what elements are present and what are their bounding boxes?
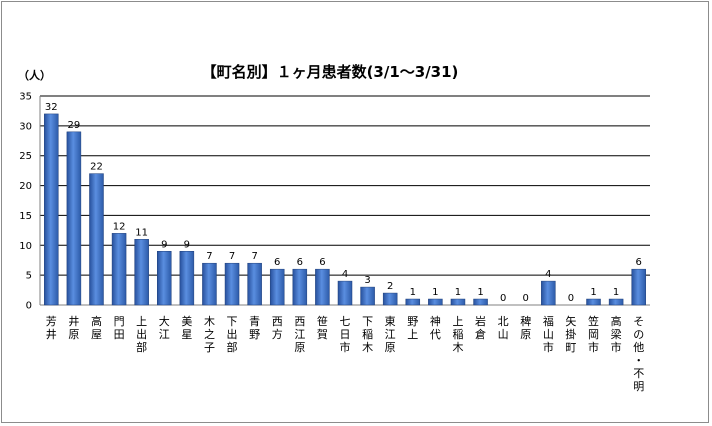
bar-value-label: 7 <box>229 251 235 262</box>
x-category-label: 大江 <box>159 314 170 341</box>
bar-value-label: 12 <box>113 221 126 232</box>
y-tick-label: 15 <box>19 211 32 222</box>
bar-value-label: 1 <box>432 287 438 298</box>
x-category-label: 笠岡市 <box>588 314 599 354</box>
bar <box>134 239 149 306</box>
x-category-label: 高屋 <box>91 314 102 341</box>
bar-value-label: 0 <box>500 293 506 304</box>
bar <box>337 280 353 306</box>
bar-value-label: 9 <box>184 239 190 250</box>
x-category-label: 下出部 <box>227 315 238 354</box>
bar <box>179 251 195 306</box>
bar <box>631 268 646 306</box>
bar-value-label: 6 <box>274 257 280 268</box>
x-category-label: 北山 <box>498 315 509 341</box>
y-tick-label: 30 <box>19 121 32 132</box>
bar <box>292 268 308 306</box>
x-category-label: 東江原 <box>385 315 396 354</box>
bar <box>608 298 624 306</box>
x-category-label: 上出部 <box>136 315 147 354</box>
bar <box>450 298 466 306</box>
bar-value-label: 6 <box>319 257 325 268</box>
x-category-label: 門田 <box>114 315 125 341</box>
x-category-label: 井原 <box>68 314 79 341</box>
bar <box>89 173 104 306</box>
x-category-label: 笹賀 <box>317 315 328 341</box>
x-category-label: 七日市 <box>340 315 351 354</box>
x-category-label: 西江原 <box>294 315 305 354</box>
y-axis-ticks: 0 5 10 15 20 25 30 35 <box>19 92 32 312</box>
bar-value-label: 3 <box>364 275 370 286</box>
x-category-label: 木之子 <box>204 315 215 354</box>
bar-value-label: 7 <box>206 251 212 262</box>
chart-title: 【町名別】１ヶ月患者数(3/1～3/31) <box>202 63 459 81</box>
bar <box>360 286 375 306</box>
bar <box>44 113 59 306</box>
bar-value-label: 4 <box>342 269 348 280</box>
bar-value-label: 6 <box>636 257 642 268</box>
bars <box>44 113 646 306</box>
x-category-label: 美星 <box>181 315 192 341</box>
y-tick-label: 0 <box>26 301 32 312</box>
x-category-label: 福山市 <box>543 314 554 354</box>
x-category-label: 矢掛町 <box>565 314 576 354</box>
bar-value-label: 0 <box>568 293 574 304</box>
x-category-label: 岩倉 <box>475 314 486 341</box>
y-tick-label: 25 <box>19 151 32 162</box>
x-category-label: 高梁市 <box>611 314 622 354</box>
bar <box>586 298 601 306</box>
bar-value-label: 7 <box>251 251 257 262</box>
bar-value-label: 1 <box>455 287 461 298</box>
x-category-label: その他・不明 <box>633 315 644 393</box>
y-tick-label: 5 <box>26 271 32 282</box>
x-category-label: 神代 <box>430 314 441 341</box>
bar-value-label: 6 <box>297 257 303 268</box>
bar <box>157 251 172 306</box>
bar <box>382 292 398 306</box>
bar-value-label: 9 <box>161 239 167 250</box>
bar <box>315 268 330 306</box>
bar <box>428 298 443 306</box>
x-category-label: 上稲木 <box>452 315 463 354</box>
bar-value-label: 1 <box>590 287 596 298</box>
bar-value-label: 1 <box>410 287 416 298</box>
x-category-label: 下稲木 <box>362 315 373 354</box>
bar-value-label: 1 <box>613 287 619 298</box>
bar-value-label: 32 <box>45 102 58 113</box>
bar-value-label: 1 <box>477 287 483 298</box>
y-axis-unit-label: （人） <box>18 68 51 82</box>
x-category-label: 西方 <box>272 315 283 341</box>
y-tick-label: 35 <box>19 92 32 103</box>
bar <box>224 262 240 306</box>
y-tick-label: 10 <box>19 241 32 252</box>
bar-value-label: 4 <box>545 269 551 280</box>
bar <box>473 298 488 306</box>
x-category-label: 稗原 <box>520 314 531 341</box>
bar-value-label: 22 <box>90 162 103 173</box>
x-category-label: 青野 <box>249 315 260 341</box>
bar-value-label: 29 <box>68 120 81 131</box>
bar <box>202 262 217 306</box>
bar <box>269 268 285 306</box>
bar <box>541 280 556 306</box>
x-category-label: 野上 <box>407 315 418 341</box>
bar <box>66 131 82 306</box>
bar-value-label: 11 <box>135 227 148 238</box>
bar <box>405 298 421 306</box>
bar <box>247 262 262 306</box>
bar-value-label: 0 <box>523 293 529 304</box>
x-category-label: 芳井 <box>46 314 57 341</box>
bar-value-label: 2 <box>387 281 393 292</box>
bar <box>111 233 127 306</box>
y-tick-label: 20 <box>19 181 32 192</box>
